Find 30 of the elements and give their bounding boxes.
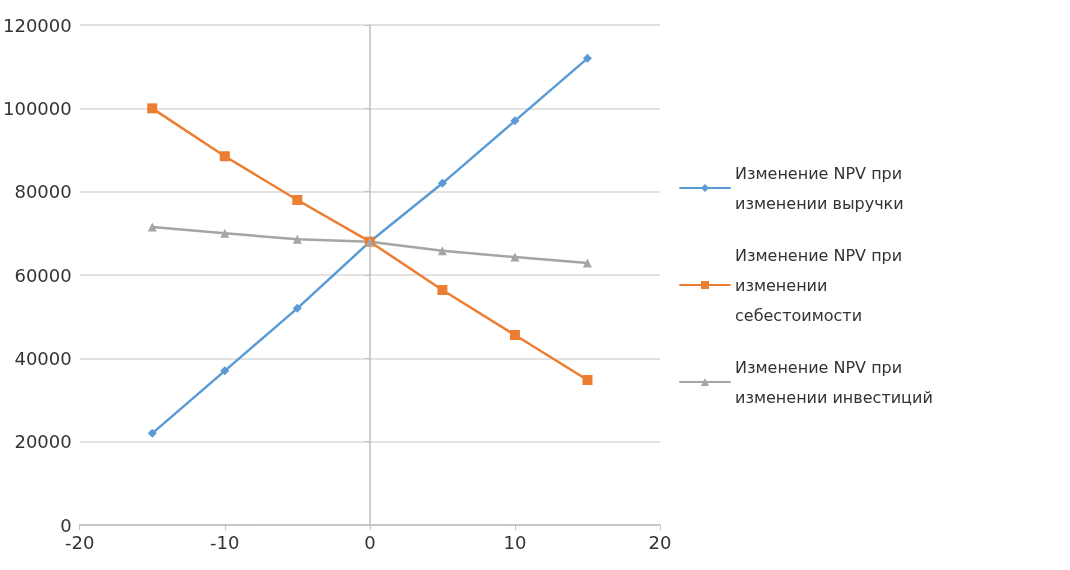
point: [219, 151, 230, 162]
y-tick-label: 20000: [14, 431, 72, 453]
point: [220, 366, 230, 376]
point: [582, 258, 592, 268]
point: [220, 228, 230, 238]
y-tick-label: 60000: [14, 264, 72, 286]
x-tick-label: 10: [503, 531, 527, 553]
point: [292, 234, 302, 244]
point: [437, 178, 447, 188]
point: [147, 222, 157, 232]
point: [437, 285, 448, 295]
legend-label: Изменение NPV при изменении себестоимости: [735, 245, 908, 325]
x-tick-label: -10: [210, 531, 240, 553]
point: [292, 303, 302, 313]
point: [292, 195, 303, 205]
point: [510, 116, 520, 126]
point: [147, 428, 157, 438]
legend-label: Изменение NPV при изменении выручки: [735, 163, 908, 213]
x-tick-label: 20: [648, 531, 672, 553]
point: [147, 103, 158, 114]
point: [582, 53, 592, 63]
y-tick-label: 40000: [14, 347, 72, 369]
y-tick-label: 100000: [2, 97, 72, 119]
y-tick-label: 120000: [2, 14, 72, 36]
x-tick-label: 0: [364, 531, 376, 553]
point: [510, 252, 520, 262]
point: [509, 330, 520, 340]
y-tick-label: 80000: [14, 181, 72, 203]
legend-label: Изменение NPV при изменении инвестиций: [735, 357, 933, 407]
point: [582, 375, 593, 385]
